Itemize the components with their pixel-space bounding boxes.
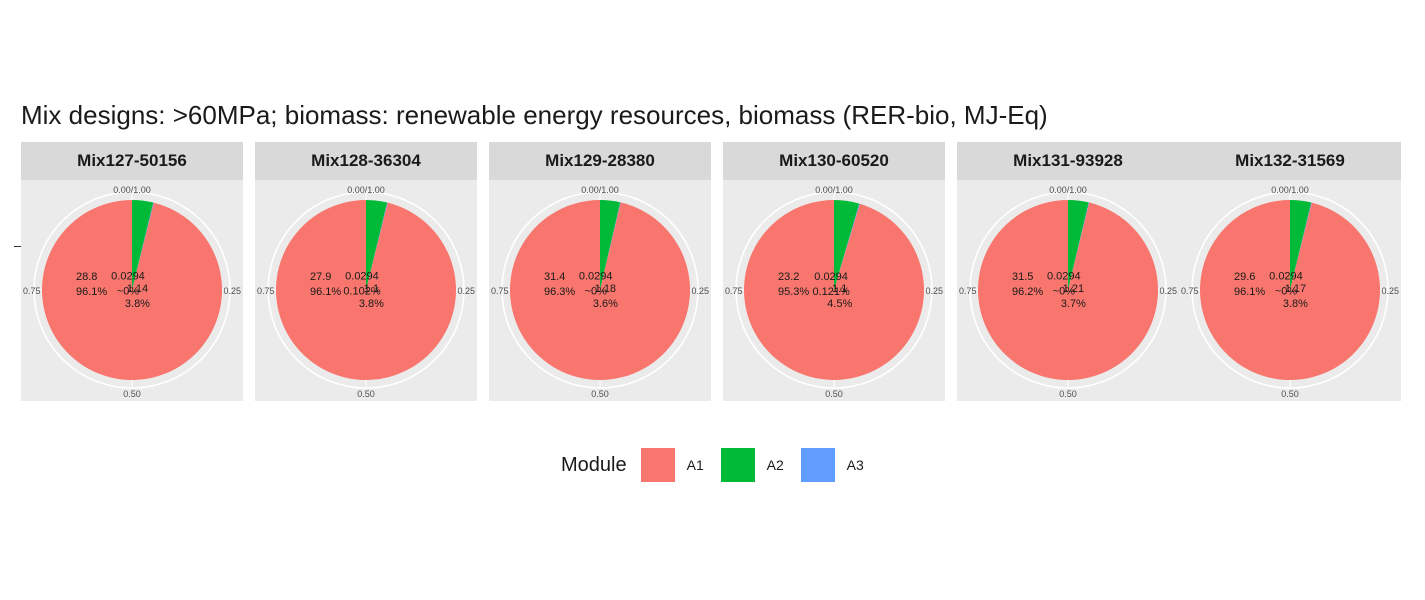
legend-title: Module [561,453,627,476]
theta-tick-label: 0.00/1.00 [1049,185,1087,195]
facet-1: Mix127-50156 28.8 96.1% 1.14 3.8% 0.0294 ~0% 0.… [21,142,243,401]
slice-data-label-a3: 0.0294 0.102% [343,271,381,298]
pie-slice-a2 [1068,200,1089,290]
facet-3: Mix129-28380 31.4 96.3% 1.18 3.6% 0.0294 ~0% 0.… [489,142,711,401]
legend-entry-a1: A1 [640,448,709,482]
pie-slice-a3 [1068,202,1090,290]
facet-panel: 29.6 96.1% 1.17 3.8% 0.0294 ~0% 0.00/1.00 0.25 0… [1179,180,1401,401]
slice-data-label-a2: 1.17 3.8% [1283,283,1308,310]
theta-tick-label: 0.75 [725,286,743,296]
pie-slice-a2 [132,200,154,290]
pie-slice-a3 [600,202,621,290]
theta-tick-label: 0.00/1.00 [815,185,853,195]
slice-data-label-a1: 31.4 96.3% [544,271,575,298]
facet-4: Mix130-60520 23.2 95.3% 1.1 4.5% 0.0294 0.121%… [723,142,945,401]
facet-panel: 31.5 96.2% 1.21 3.7% 0.0294 ~0% 0.00/1.00 0.25 0… [957,180,1179,401]
facet-panel: 27.9 96.1% 1.1 3.8% 0.0294 0.102% 0.00/1.00 0.2… [255,180,477,401]
legend-entry-a2: A2 [720,448,789,482]
slice-data-label-a1: 28.8 96.1% [76,271,107,298]
theta-tick-label: 0.25 [1159,286,1177,296]
facet-strip-label: Mix127-50156 [21,142,243,180]
pie-slice-a2 [366,200,388,290]
slice-data-label-a2: 1.18 3.6% [593,283,618,310]
pie-slice-a1 [744,200,924,380]
slice-data-label-a1: 23.2 95.3% [778,271,809,298]
theta-tick-label: 0.50 [357,389,375,399]
slice-data-label-a2: 1.14 3.8% [125,283,150,310]
pie-slice-a3 [834,203,860,290]
slice-data-label-a3: 0.0294 ~0% [111,271,145,298]
theta-tick-label: 0.75 [257,286,275,296]
facet-6: Mix132-31569 29.6 96.1% 1.17 3.8% 0.0294 ~0% 0.… [1179,142,1401,401]
facet-panel: 28.8 96.1% 1.14 3.8% 0.0294 ~0% 0.00/1.00 0.25 0… [21,180,243,401]
pie-chart: 27.9 96.1% 1.1 3.8%0.0294 0.102% 0.00/1.00 0.2… [257,185,475,399]
chart-title: Mix designs: >60MPa; biomass: renewable … [21,100,1048,130]
slice-data-label-a3: 0.0294 0.121% [812,271,850,298]
slice-data-label-a1: 27.9 96.1% [310,271,341,298]
facet-strip-label: Mix128-36304 [255,142,477,180]
facet-strip-label: Mix130-60520 [723,142,945,180]
theta-tick-label: 0.25 [925,286,943,296]
slice-data-label-a2: 1.1 4.5% [827,283,852,310]
pie-chart: 31.4 96.3% 1.18 3.6%0.0294 ~0% 0.00/1.00 0.25 0… [491,185,709,399]
theta-tick-label: 0.50 [123,389,141,399]
theta-tick-label: 0.50 [1059,389,1077,399]
legend-key-a3 [800,448,835,482]
slice-data-label-a2: 1.21 3.7% [1061,283,1086,310]
slice-data-label-a1: 31.5 96.2% [1012,271,1043,298]
pie-chart: 28.8 96.1% 1.14 3.8%0.0294 ~0% 0.00/1.00 0.25 0… [23,185,241,399]
pie-slice-a2 [600,200,621,290]
theta-tick-label: 0.50 [591,389,609,399]
theta-tick-label: 0.00/1.00 [1271,185,1309,195]
pie-slice-a1 [276,200,456,380]
pie-chart: 23.2 95.3% 1.1 4.5%0.0294 0.121% 0.00/1.00 0.2… [725,185,943,399]
pie-slice-a1 [978,200,1158,380]
theta-tick-label: 0.25 [223,286,241,296]
pie-slice-a1 [41,200,222,380]
legend-label-a2: A2 [766,457,784,473]
facet-strip-label: Mix131-93928 [957,142,1179,180]
pie-slice-a3 [366,202,388,290]
legend-label-a3: A3 [846,457,864,473]
pie-slice-a1 [510,200,690,380]
legend-label-a1: A1 [686,457,704,473]
theta-tick-label: 0.50 [825,389,843,399]
pie-chart: 29.6 96.1% 1.17 3.8%0.0294 ~0% 0.00/1.00 0.25 0… [1181,185,1399,399]
legend-key-a2 [720,448,755,482]
theta-tick-label: 0.25 [691,286,709,296]
slice-data-label-a3: 0.0294 ~0% [1047,271,1081,298]
facet-strip-label: Mix129-28380 [489,142,711,180]
y-axis-tick [14,246,21,247]
pie-slice-a2 [834,200,860,290]
theta-tick-label: 0.75 [23,286,41,296]
pie-slice-a1 [1200,200,1380,380]
pie-chart: 31.5 96.2% 1.21 3.7%0.0294 ~0% 0.00/1.00 0.25 0… [959,185,1177,399]
legend: Module A1 A2 A3 [561,447,881,483]
facet-panel: 31.4 96.3% 1.18 3.6% 0.0294 ~0% 0.00/1.00 0.25 0… [489,180,711,401]
theta-tick-label: 0.00/1.00 [581,185,619,195]
theta-tick-label: 0.75 [959,286,977,296]
facet-strip-label: Mix132-31569 [1179,142,1401,180]
pie-slice-a2 [1290,200,1312,290]
pie-slice-a3 [132,202,154,290]
theta-tick-label: 0.00/1.00 [347,185,385,195]
legend-key-a1 [640,448,675,482]
facet-5: Mix131-93928 31.5 96.2% 1.21 3.7% 0.0294 ~0% 0.… [957,142,1179,401]
facet-2: Mix128-36304 27.9 96.1% 1.1 3.8% 0.0294 0.102%… [255,142,477,401]
theta-tick-label: 0.75 [491,286,509,296]
slice-data-label-a1: 29.6 96.1% [1234,271,1265,298]
slice-data-label-a3: 0.0294 ~0% [579,271,613,298]
theta-tick-label: 0.25 [457,286,475,296]
theta-tick-label: 0.75 [1181,286,1199,296]
theta-tick-label: 0.50 [1281,389,1299,399]
legend-entry-a3: A3 [800,448,869,482]
slice-data-label-a3: 0.0294 ~0% [1269,271,1303,298]
theta-tick-label: 0.25 [1381,286,1399,296]
slice-data-label-a2: 1.1 3.8% [359,283,384,310]
pie-slice-a3 [1290,202,1312,290]
facet-panel: 23.2 95.3% 1.1 4.5% 0.0294 0.121% 0.00/1.00 0.2… [723,180,945,401]
theta-tick-label: 0.00/1.00 [113,185,151,195]
